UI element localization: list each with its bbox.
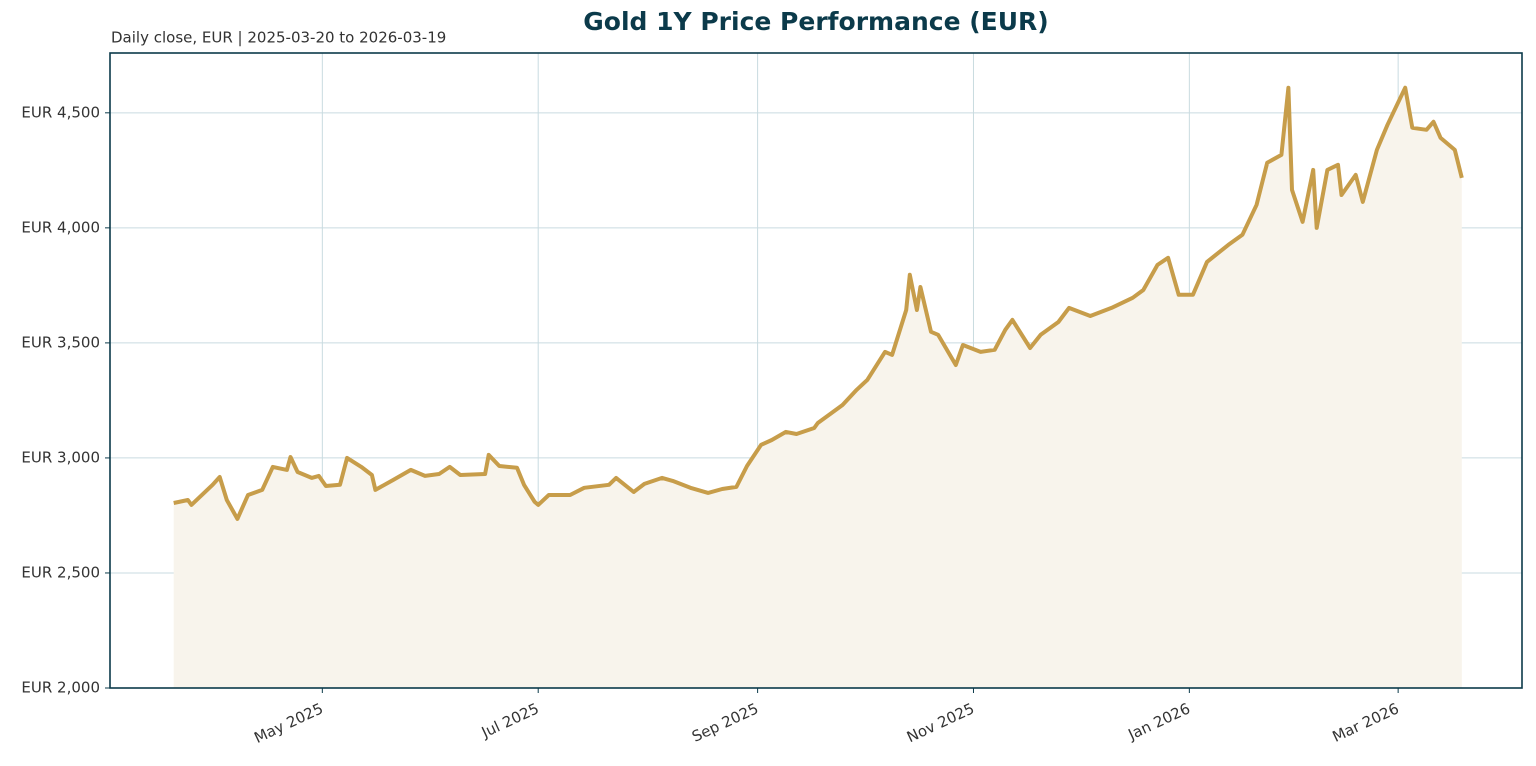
x-tick-label: Sep 2025 — [689, 699, 761, 745]
y-tick-label: EUR 3,500 — [21, 333, 100, 351]
x-tick-label: Jan 2026 — [1125, 699, 1193, 744]
x-tick-label: Mar 2026 — [1330, 699, 1402, 745]
chart-title: Gold 1Y Price Performance (EUR) — [583, 7, 1048, 36]
price-line — [173, 85, 1464, 521]
y-tick-label: EUR 3,000 — [21, 448, 100, 466]
x-tick-label: Jul 2025 — [478, 699, 542, 742]
x-tick-label: Nov 2025 — [904, 699, 977, 746]
plot-frame — [109, 52, 1523, 689]
area-fill — [173, 87, 1462, 688]
chart-subtitle: Daily close, EUR | 2025-03-20 to 2026-03… — [111, 29, 446, 47]
y-tick-label: EUR 2,000 — [21, 679, 100, 697]
y-tick-label: EUR 4,500 — [21, 103, 100, 121]
y-tick-label: EUR 2,500 — [21, 563, 100, 581]
y-tick-label: EUR 4,000 — [21, 218, 100, 236]
x-tick-label: May 2025 — [251, 699, 326, 747]
